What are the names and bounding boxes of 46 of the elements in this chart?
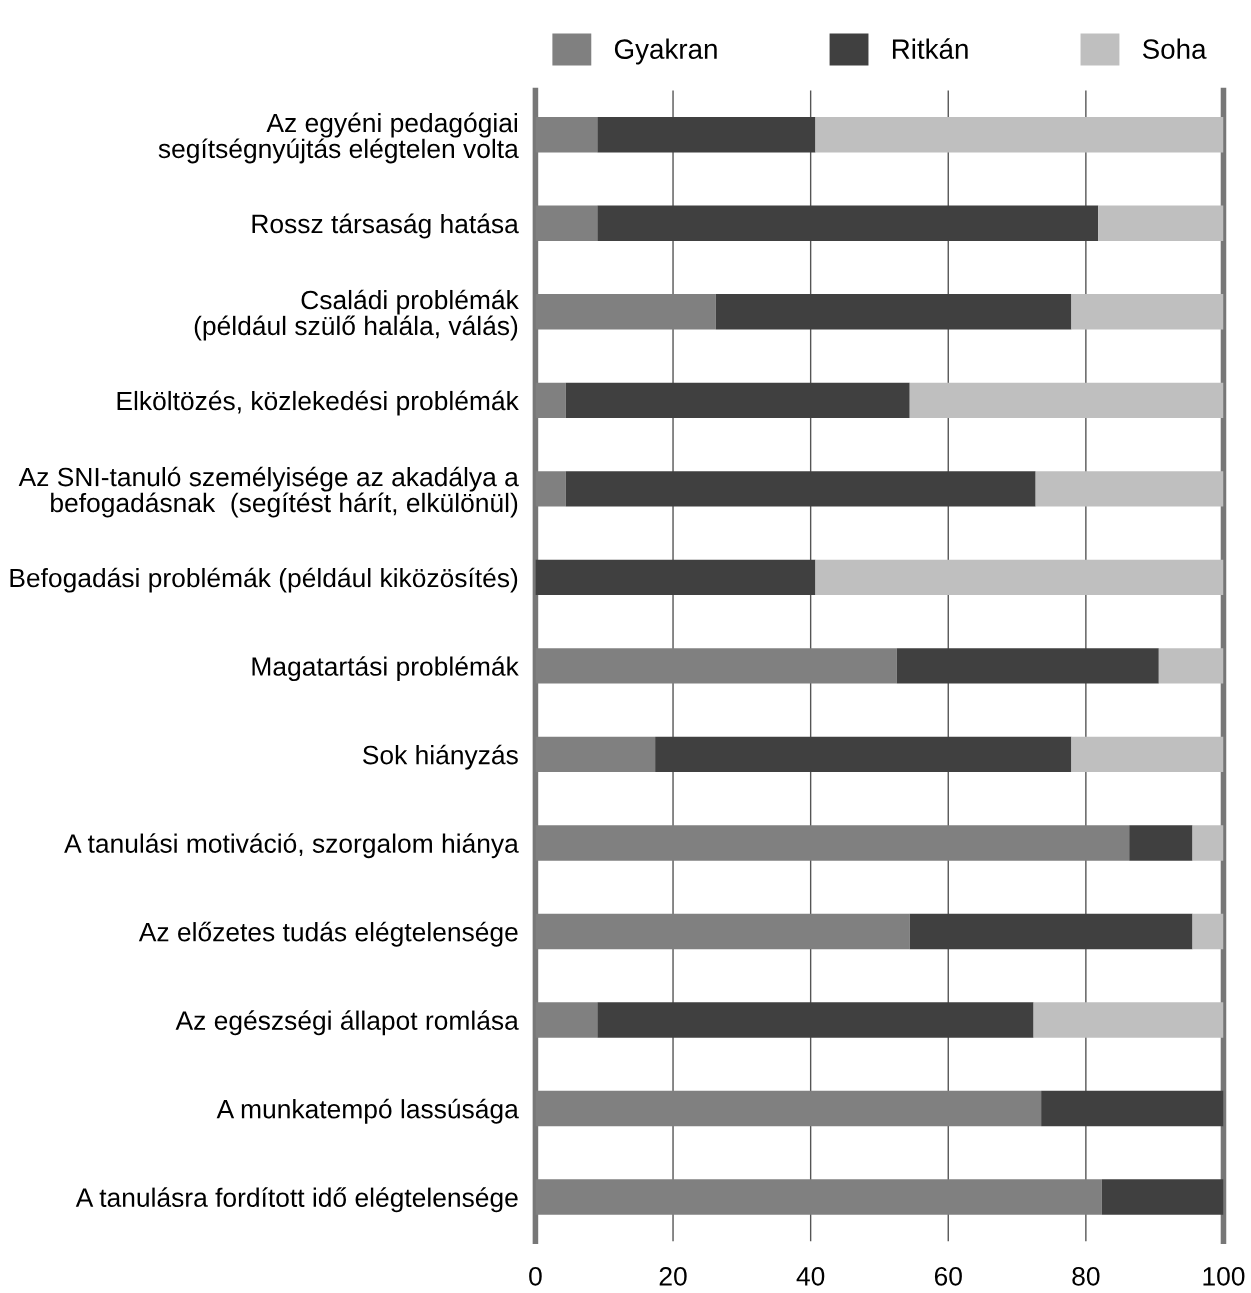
bar (1192, 913, 1224, 950)
bar (815, 117, 1224, 153)
x-tick-label: 80 (1072, 1266, 1100, 1286)
bar (565, 382, 910, 419)
bar (1041, 1090, 1224, 1127)
bar (1101, 1179, 1224, 1215)
bar (815, 559, 1224, 596)
bar (655, 736, 1072, 773)
bar (1158, 648, 1224, 684)
y-tick-label: Családi problémák (például szülő halála, válás) (194, 289, 519, 341)
y-tick-label: Az SNI-tanuló személyisége az akadálya a befogadásnak (segítést hárít, elkülönül) (18, 466, 519, 518)
y-tick-label: Befogadási problémák (például kiközösítés) (10, 567, 518, 593)
bar (1071, 736, 1224, 773)
bar (597, 1002, 1034, 1038)
x-tick-label: 20 (659, 1266, 687, 1286)
bar (1098, 205, 1224, 241)
y-tick-label: A tanulási motiváció, szorgalom hiánya (64, 833, 519, 859)
y-tick-label: A munkatempó lassúsága (216, 1098, 519, 1124)
bar (597, 205, 1099, 241)
legend-label: Soha (1142, 38, 1207, 59)
x-tick-label: 0 (529, 1266, 542, 1286)
legend-label: Gyakran (614, 38, 717, 65)
bar (565, 471, 1036, 507)
bar (909, 382, 1224, 419)
y-tick-label: Elköltözés, közlekedési problémák (117, 390, 519, 416)
y-tick-label: Az előzetes tudás elégtelensége (138, 921, 518, 947)
bar (535, 559, 816, 596)
bar (1035, 471, 1224, 507)
bar (1192, 825, 1224, 861)
bar (896, 648, 1159, 684)
bar (597, 117, 816, 153)
y-tick-label: Az egészségi állapot romlása (175, 1010, 519, 1036)
legend-label: Ritkán (892, 38, 968, 59)
bar (1129, 825, 1193, 861)
bar (1033, 1002, 1224, 1038)
bar (1071, 294, 1224, 330)
y-tick-label: Magatartási problémák (252, 656, 519, 682)
x-tick-label: 60 (934, 1266, 962, 1286)
bar (909, 913, 1193, 950)
x-tick-label: 40 (796, 1266, 825, 1286)
y-tick-label: Az egyéni pedagógiai segítségnyújtás elégtelen volta (158, 112, 519, 164)
bar (715, 294, 1072, 330)
y-tick-label: A tanulásra fordított idő elégtelensége (75, 1187, 518, 1213)
y-tick-label: Rossz társaság hatása (252, 213, 519, 239)
x-tick-label: 100 (1203, 1266, 1245, 1286)
y-tick-label: Sok hiányzás (363, 744, 518, 770)
